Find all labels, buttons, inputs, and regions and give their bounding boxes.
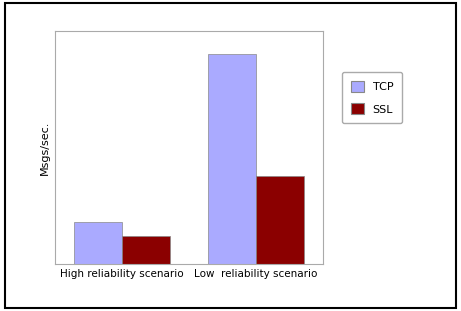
- Bar: [208, 54, 256, 264]
- Y-axis label: Msgs/sec.: Msgs/sec.: [40, 121, 50, 175]
- Bar: [74, 222, 122, 264]
- Legend: TCP, SSL: TCP, SSL: [342, 72, 402, 123]
- Bar: [122, 236, 170, 264]
- Bar: [256, 176, 304, 264]
